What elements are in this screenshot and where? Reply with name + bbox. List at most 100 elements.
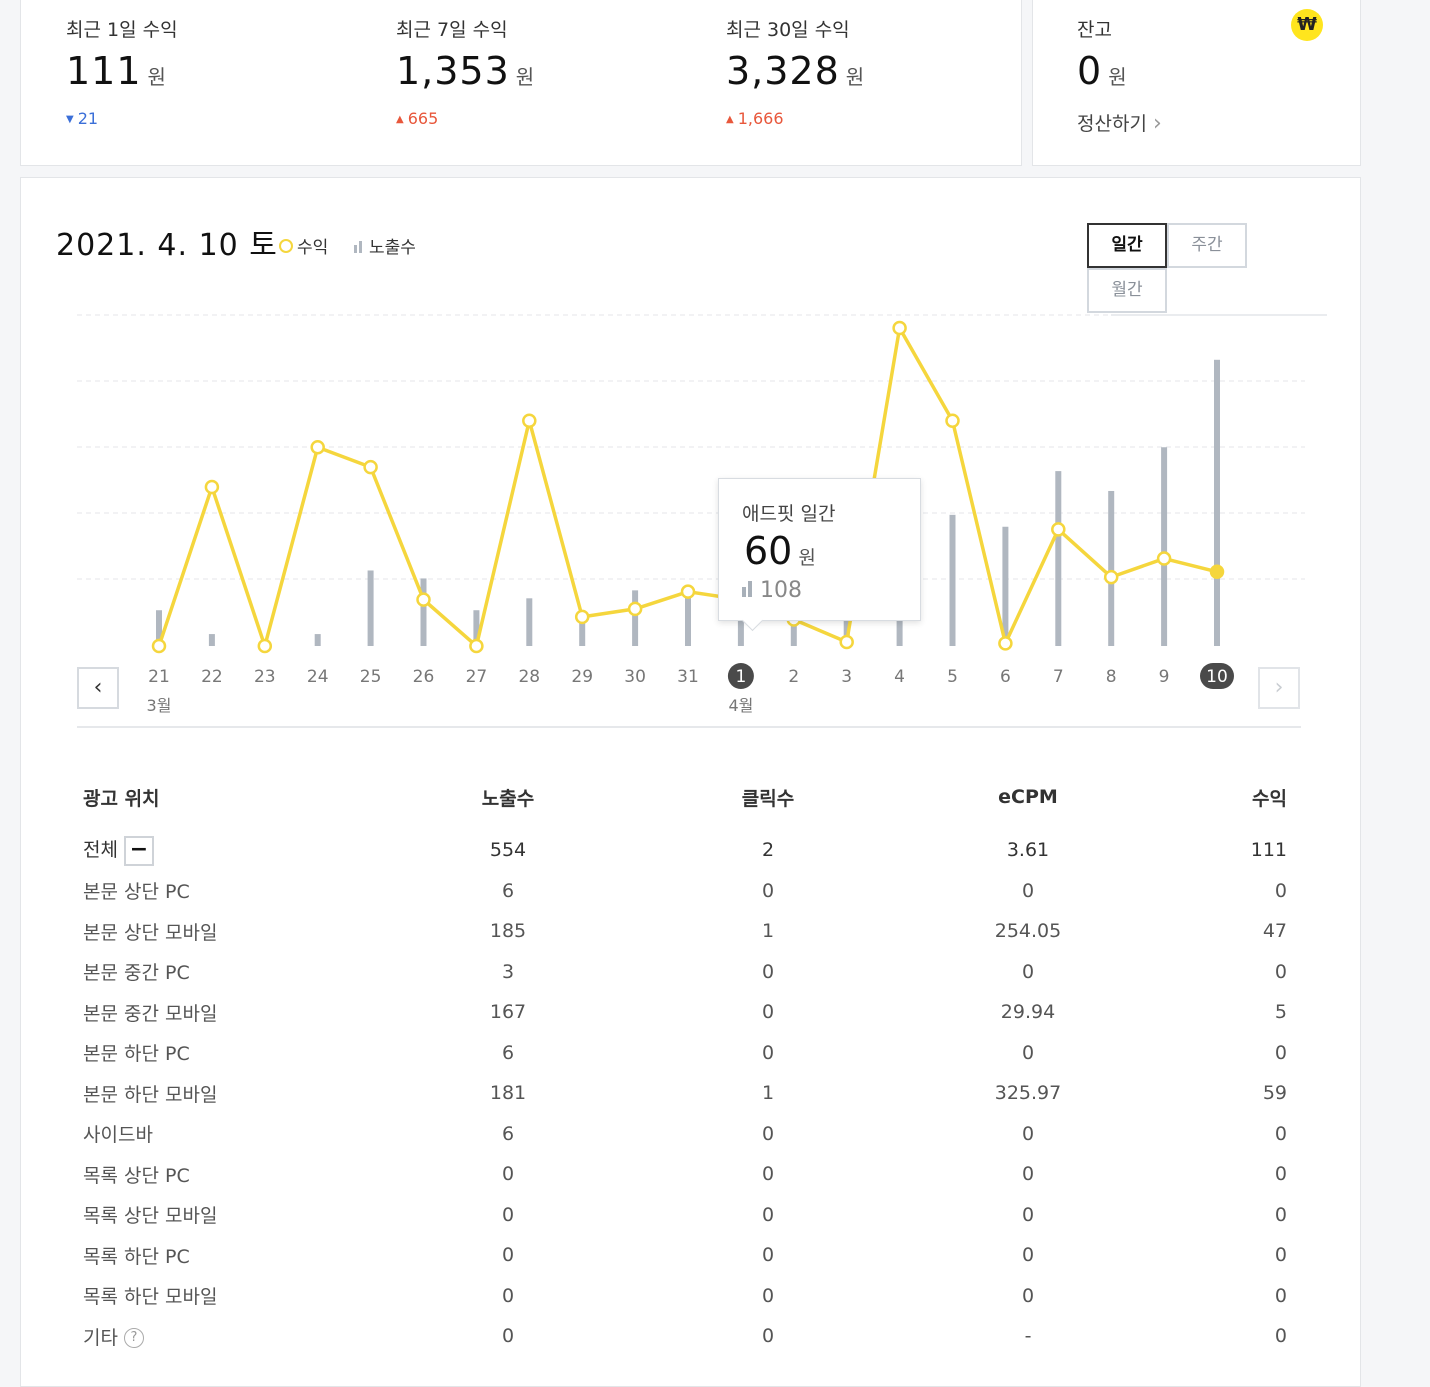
cell-ecpm: 29.94 <box>1000 1001 1056 1024</box>
cell-revenue: 0 <box>1274 1244 1287 1267</box>
row-label: 전체 − <box>77 830 413 871</box>
chevron-right-icon: › <box>1274 675 1284 700</box>
arrow-up-icon: ▲ <box>396 114 404 125</box>
arrow-down-icon: ▼ <box>66 114 74 125</box>
bar-chart-icon <box>354 238 364 258</box>
revenue-point <box>627 601 643 617</box>
revenue-point <box>1103 569 1119 585</box>
cell-impressions: 554 <box>489 839 527 862</box>
help-icon[interactable]: ? <box>123 1328 144 1349</box>
stat-change-up: ▲ 1,666 <box>726 109 784 128</box>
cell-clicks: 0 <box>761 879 775 902</box>
cell-label: 본문 중간 모바일 <box>83 1002 218 1025</box>
chart-tooltip: 애드핏 일간 60 원 108 <box>718 478 921 621</box>
prev-period-button[interactable]: ‹ <box>77 667 119 709</box>
stat-label: 최근 1일 수익 <box>66 19 178 41</box>
tooltip-value: 60 원 <box>744 529 816 573</box>
impression-bar <box>367 570 374 646</box>
cell-revenue: 0 <box>1274 1325 1287 1348</box>
x-tick-label: 1 <box>735 667 746 687</box>
cell-revenue: 111 <box>1250 839 1287 862</box>
period-monthly-button[interactable]: 월간 <box>1087 268 1167 313</box>
cell-label: 사이드바 <box>83 1124 153 1147</box>
cell-ecpm: 0 <box>1021 1122 1035 1145</box>
summary-card: 최근 1일 수익 111 원 ▼ 21 최근 7일 수익 1,353 원 ▲ 665 최… <box>20 0 1022 166</box>
cell-clicks: 0 <box>761 1203 775 1226</box>
cell-label: 기타? <box>77 1316 413 1357</box>
chevron-left-icon: ‹ <box>93 675 103 700</box>
revenue-point <box>469 638 484 654</box>
table-row: 본문 상단 PC 6 0 0 0 <box>77 871 1301 912</box>
revenue-point <box>257 638 273 654</box>
table-row: 본문 하단 PC 6 0 0 0 <box>77 1033 1301 1074</box>
impression-bar <box>473 610 480 646</box>
x-tick-label: 31 <box>677 667 699 687</box>
col-clicks: 클릭수 <box>741 787 795 810</box>
table-row: 목록 상단 모바일 0 0 0 0 <box>77 1195 1301 1236</box>
revenue-point <box>998 636 1013 651</box>
settle-link[interactable]: 정산하기 › <box>1077 111 1162 136</box>
x-tick-label: 29 <box>571 667 593 687</box>
impression-bar <box>1055 471 1062 646</box>
cell-revenue: 59 <box>1262 1082 1287 1105</box>
balance-label: 잔고 <box>1077 19 1112 41</box>
cell-revenue: 0 <box>1274 1163 1287 1186</box>
arrow-up-icon: ▲ <box>726 114 734 125</box>
cell-ecpm: 0 <box>1021 1284 1035 1307</box>
cell-impressions: 181 <box>489 1082 527 1105</box>
x-tick-label: 26 <box>413 667 435 687</box>
table-row: 본문 중간 모바일 167 0 29.94 5 <box>77 992 1301 1033</box>
revenue-point <box>416 592 431 607</box>
legend-impressions: 노출수 <box>354 233 416 258</box>
x-tick-label: 2 <box>788 667 799 687</box>
revenue-point <box>204 479 220 495</box>
table-row: 사이드바 6 0 0 0 <box>77 1114 1301 1155</box>
collapse-button[interactable]: − <box>123 835 154 866</box>
x-tick-label: 9 <box>1159 667 1170 687</box>
x-tick-label: 8 <box>1106 667 1117 687</box>
x-tick-label: 10 <box>1206 667 1228 687</box>
revenue-point <box>892 320 907 336</box>
impression-bar <box>579 618 586 646</box>
cell-impressions: 3 <box>501 960 515 983</box>
col-ecpm: eCPM <box>998 786 1058 808</box>
revenue-point <box>363 459 378 475</box>
cell-clicks: 0 <box>761 1284 775 1307</box>
cell-ecpm: 0 <box>1021 1163 1035 1186</box>
cell-impressions: 185 <box>489 920 527 943</box>
won-icon: ₩ <box>1291 9 1323 41</box>
chevron-right-icon: › <box>1152 111 1162 136</box>
selected-date: 2021. 4. 10 토 <box>56 228 278 263</box>
x-tick-label: 22 <box>201 667 223 687</box>
x-tick-label: 24 <box>307 667 329 687</box>
report-card: 2021. 4. 10 토 수익 노출수 일간 주간 월간 21 22 23 24 25… <box>20 177 1361 1387</box>
cell-label: 목록 상단 모바일 <box>83 1205 218 1228</box>
cell-clicks: 0 <box>761 960 775 983</box>
impression-bar <box>1108 490 1115 646</box>
cell-revenue: 0 <box>1274 1284 1287 1307</box>
impression-bar <box>1161 447 1168 646</box>
table-row: 본문 중간 PC 3 0 0 0 <box>77 952 1301 993</box>
cell-impressions: 6 <box>501 1041 515 1064</box>
month-label: 3월 <box>147 696 172 715</box>
revenue-point <box>574 609 590 625</box>
cell-label: 목록 하단 PC <box>83 1245 190 1268</box>
next-period-button[interactable]: › <box>1258 667 1300 709</box>
table-row: 기타? 0 0 - 0 <box>77 1316 1301 1357</box>
cell-ecpm: - <box>1024 1325 1032 1348</box>
cell-clicks: 0 <box>761 1122 775 1145</box>
period-daily-button[interactable]: 일간 <box>1087 223 1167 268</box>
cell-revenue: 5 <box>1274 1001 1287 1024</box>
cell-impressions: 0 <box>501 1163 515 1186</box>
period-weekly-button[interactable]: 주간 <box>1167 223 1247 268</box>
impression-bar <box>314 634 321 646</box>
revenue-point <box>1051 522 1066 537</box>
revenue-point <box>522 413 537 428</box>
col-placement: 광고 위치 <box>83 787 160 810</box>
revenue-point <box>151 638 167 654</box>
x-tick-label: 25 <box>360 667 382 687</box>
cell-label: 본문 상단 모바일 <box>83 921 218 944</box>
cell-label: 본문 상단 PC <box>83 881 190 904</box>
impression-bar <box>420 578 427 646</box>
